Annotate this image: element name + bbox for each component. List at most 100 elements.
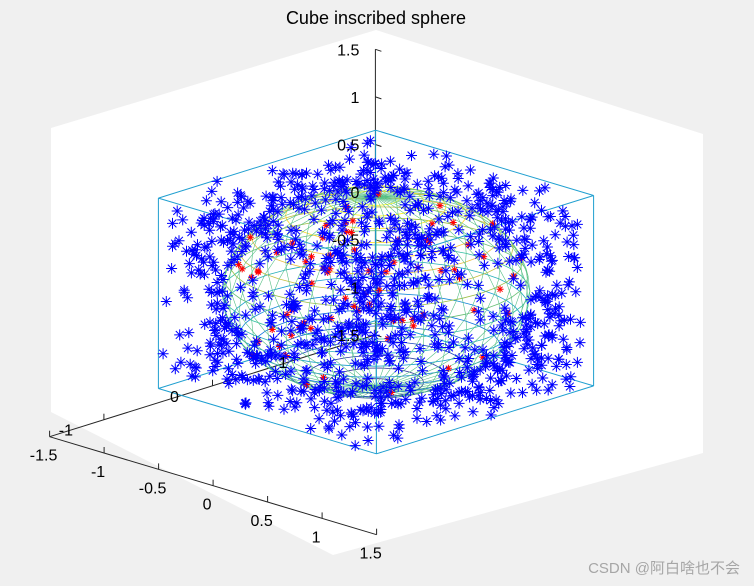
outside-point (239, 224, 250, 236)
outside-point (500, 240, 512, 252)
outside-point (477, 205, 489, 217)
outside-point (331, 404, 343, 416)
outside-point (224, 226, 236, 238)
outside-point (240, 309, 252, 321)
outside-point (539, 330, 551, 342)
outside-point (473, 228, 485, 240)
outside-point (392, 432, 404, 444)
outside-point (303, 313, 315, 325)
outside-point (279, 351, 291, 362)
outside-point (230, 214, 242, 226)
outside-point (431, 226, 443, 238)
outside-point (395, 328, 407, 340)
outside-point (372, 289, 384, 301)
outside-point (499, 234, 511, 246)
outside-point (393, 268, 405, 280)
outside-point (296, 190, 307, 202)
outside-point (364, 282, 376, 294)
outside-point (570, 286, 582, 298)
outside-point (481, 356, 493, 368)
outside-point (480, 393, 492, 404)
outside-point (485, 372, 497, 384)
outside-point (311, 240, 323, 252)
outside-point (324, 230, 336, 242)
outside-point (272, 233, 284, 245)
outside-point (411, 403, 423, 414)
outside-point (262, 251, 274, 263)
outside-point (376, 313, 388, 325)
outside-point (169, 238, 181, 250)
outside-point (520, 233, 532, 245)
outside-point (493, 398, 505, 410)
outside-point (368, 295, 380, 307)
outside-point (270, 365, 282, 377)
outside-point (381, 280, 393, 292)
outside-point (505, 387, 517, 399)
outside-point (498, 195, 510, 206)
outside-point (436, 172, 448, 184)
outside-point (215, 221, 226, 233)
outside-point (445, 390, 457, 402)
outside-point (491, 212, 503, 224)
outside-point (361, 402, 373, 414)
outside-point (200, 195, 212, 207)
outside-point (305, 423, 317, 434)
inside-point (398, 316, 406, 324)
outside-point (388, 311, 400, 323)
outside-point (500, 314, 512, 326)
outside-point (377, 319, 389, 331)
outside-point (352, 313, 364, 325)
outside-point (357, 405, 369, 417)
outside-point (542, 290, 554, 302)
outside-point (477, 344, 489, 356)
outside-point (440, 150, 452, 162)
outside-point (309, 305, 321, 317)
outside-point (244, 197, 256, 209)
outside-point (174, 329, 186, 341)
outside-point (338, 266, 350, 278)
outside-point (410, 221, 422, 233)
outside-point (490, 394, 502, 406)
cube-edge (158, 129, 376, 199)
outside-point (571, 218, 583, 230)
outside-point (288, 199, 299, 211)
outside-point (523, 364, 535, 376)
outside-point (362, 354, 374, 365)
outside-point (262, 397, 274, 409)
outside-point (559, 211, 571, 222)
outside-point (428, 148, 440, 160)
outside-point (362, 285, 374, 297)
outside-point (221, 290, 233, 302)
outside-point (209, 361, 221, 372)
outside-point (519, 312, 531, 324)
outside-point (291, 397, 303, 409)
outside-point (566, 220, 578, 232)
outside-point (300, 285, 312, 297)
outside-point (319, 395, 331, 407)
outside-point (439, 378, 451, 390)
outside-point (524, 222, 536, 234)
outside-point (542, 352, 554, 364)
outside-point (298, 272, 310, 284)
outside-point (515, 279, 527, 291)
outside-point (496, 215, 507, 227)
outside-point (350, 254, 362, 266)
outside-point (259, 228, 271, 240)
outside-point (186, 244, 198, 256)
z-tick-label: -1 (345, 280, 359, 297)
outside-point (247, 274, 259, 286)
outside-point (275, 192, 287, 204)
outside-point (251, 335, 263, 347)
outside-point (565, 313, 576, 325)
outside-point (341, 174, 353, 186)
outside-point (204, 224, 216, 236)
outside-point (498, 341, 510, 353)
outside-point (400, 306, 412, 318)
outside-point (267, 309, 278, 321)
outside-point (229, 311, 241, 323)
outside-point (335, 410, 347, 422)
outside-point (392, 398, 404, 410)
outside-point (385, 250, 397, 262)
outside-point (448, 336, 459, 348)
outside-point (549, 229, 561, 241)
